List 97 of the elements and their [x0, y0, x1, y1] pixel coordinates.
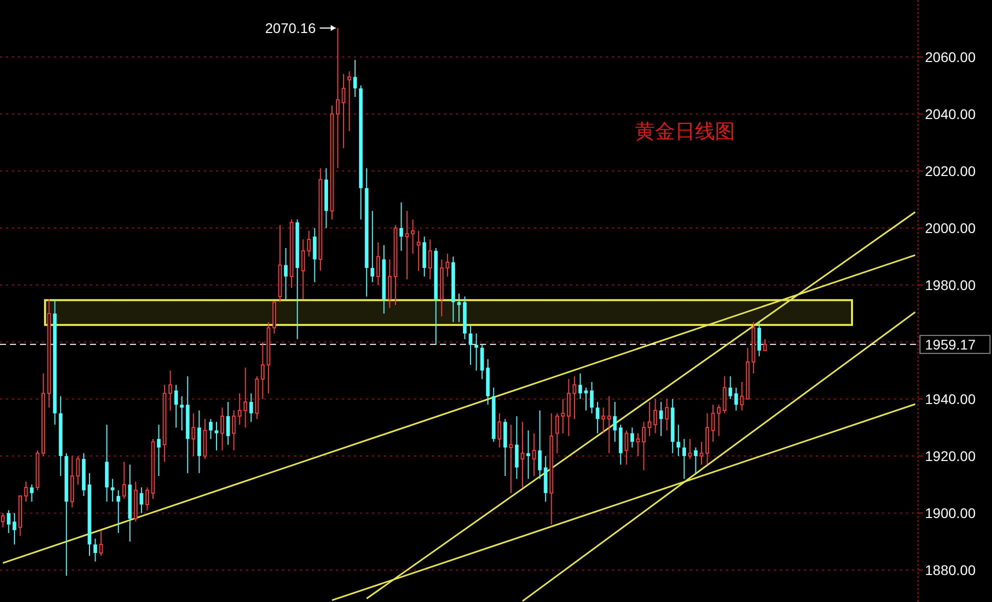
- candlestick: [168, 370, 172, 411]
- candlestick: [192, 412, 196, 457]
- y-tick-label: 1980.00: [925, 277, 976, 294]
- candlestick: [648, 401, 652, 437]
- candlestick: [110, 478, 114, 502]
- candlestick: [676, 424, 680, 457]
- candlestick: [416, 230, 420, 272]
- candlestick: [220, 407, 224, 451]
- candlestick: [399, 202, 404, 252]
- candlestick: [156, 424, 161, 477]
- candlestick: [370, 210, 374, 283]
- candlestick: [353, 59, 357, 98]
- candlestick: [596, 401, 600, 434]
- candlestick: [457, 293, 461, 323]
- candlestick: [659, 401, 663, 437]
- candlestick: [145, 486, 150, 511]
- candlestick: [665, 398, 669, 431]
- y-tick-label: 2060.00: [925, 49, 976, 66]
- candlestick: [411, 218, 415, 254]
- candlestick: [208, 418, 213, 440]
- candlestick: [722, 376, 726, 414]
- candlestick: [446, 253, 450, 277]
- candlestick: [226, 401, 230, 446]
- candlestick: [532, 432, 536, 477]
- candlestick: [642, 421, 646, 471]
- candlestick: [336, 28, 340, 169]
- candlestick: [717, 404, 721, 437]
- candlestick: [607, 396, 611, 454]
- candlestick: [260, 342, 264, 400]
- candlestick: [514, 416, 519, 480]
- candlestick: [700, 441, 704, 466]
- candlestick: [480, 344, 484, 380]
- y-tick-label: 2020.00: [925, 163, 976, 180]
- candlestick: [509, 424, 513, 494]
- candlestick: [348, 70, 352, 132]
- candlestick: [24, 481, 28, 502]
- candlestick: [214, 421, 218, 451]
- y-tick-label: 1900.00: [925, 505, 976, 522]
- candlestick: [578, 372, 582, 400]
- candlestick: [6, 510, 10, 534]
- candlestick: [728, 376, 732, 400]
- candlestick: [734, 387, 738, 411]
- candlestick: [244, 367, 248, 428]
- candlestick: [122, 461, 126, 500]
- candlestick: [468, 324, 472, 366]
- text: 黄金日线图: [635, 119, 735, 143]
- candlestick: [688, 438, 692, 460]
- candlestick: [30, 484, 34, 502]
- candlestick: [405, 210, 409, 280]
- candlestick: [388, 258, 392, 308]
- candlestick: [428, 238, 432, 280]
- candlestick: [249, 392, 253, 422]
- candlestick: [561, 398, 565, 434]
- candlestick: [376, 242, 380, 286]
- candlestick: [584, 387, 588, 411]
- annotation: 2070.16: [265, 20, 316, 36]
- candlestick: [711, 404, 715, 442]
- candlestick: [654, 398, 658, 434]
- candlestick: [93, 538, 98, 562]
- candlestick: [301, 238, 305, 300]
- candlestick: [590, 381, 594, 414]
- candlestick: [140, 486, 144, 514]
- candlestick: [572, 376, 576, 420]
- candlestick: [238, 392, 242, 426]
- candlestick: [566, 378, 570, 437]
- candlestick: [624, 430, 628, 466]
- y-tick-label: 1920.00: [925, 448, 976, 464]
- y-tick-label: 1940.00: [925, 391, 976, 408]
- candlestick: [312, 228, 316, 283]
- y-tick-label: 2000.00: [925, 220, 976, 236]
- y-tick-label: 1880.00: [925, 562, 976, 578]
- candlestick: [284, 247, 288, 300]
- candlestick: [12, 512, 16, 545]
- candlestick: [232, 410, 236, 451]
- candlestick: [76, 456, 80, 486]
- candlestick: [555, 412, 559, 454]
- candlestick: [99, 530, 103, 556]
- ref-line-label: 1959.17: [925, 336, 976, 352]
- candlestick: [682, 438, 686, 480]
- candlestick: [520, 421, 524, 488]
- candlestick: [538, 410, 542, 480]
- candlestick: [307, 230, 311, 258]
- candlestick: [498, 412, 502, 448]
- candlestick: [116, 490, 120, 534]
- candlestick: [613, 401, 617, 442]
- candlestick: [1, 512, 5, 528]
- y-tick-label: 2040.00: [925, 106, 976, 122]
- candlestick: [757, 322, 762, 357]
- candlestick: [630, 427, 634, 448]
- candlestick: [342, 74, 346, 149]
- candlestick: [694, 447, 698, 474]
- candlestick: [526, 430, 530, 480]
- candlestick: [636, 432, 640, 457]
- candlestick: [740, 381, 744, 411]
- candlestick: [602, 407, 606, 434]
- candlestick: [763, 338, 767, 352]
- candlestick: [174, 384, 178, 428]
